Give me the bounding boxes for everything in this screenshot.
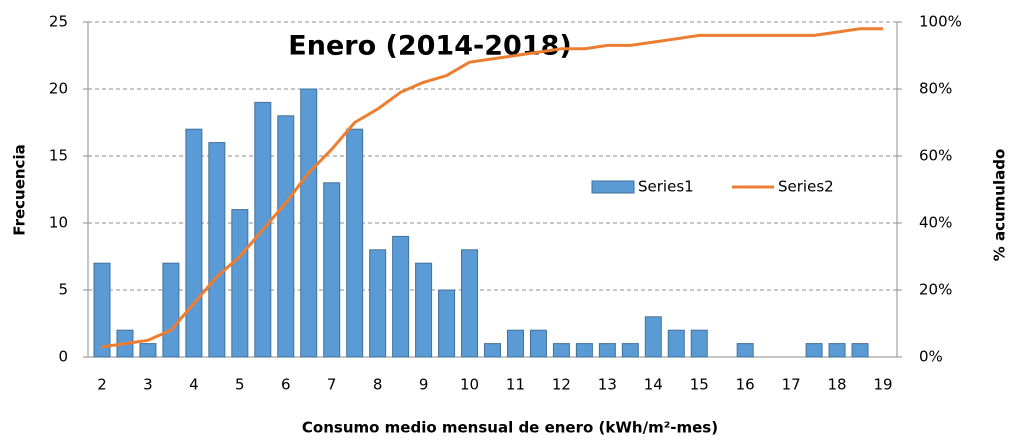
y-tick-label: 10 bbox=[49, 214, 68, 232]
x-tick-label: 8 bbox=[373, 376, 383, 394]
x-tick-label: 12 bbox=[552, 376, 571, 394]
bar bbox=[346, 128, 364, 358]
y-tick-label: 25 bbox=[49, 13, 68, 31]
legend-swatch bbox=[591, 180, 635, 194]
y-tick-label: 0 bbox=[58, 348, 68, 366]
x-tick-label: 9 bbox=[419, 376, 429, 394]
x-tick-label: 18 bbox=[828, 376, 847, 394]
bar bbox=[415, 262, 433, 358]
y2-tick-label: 40% bbox=[919, 214, 952, 232]
x-tick-label: 19 bbox=[873, 376, 892, 394]
bar bbox=[461, 249, 479, 358]
y2-tick-label: 60% bbox=[919, 147, 952, 165]
x-tick-label: 11 bbox=[506, 376, 525, 394]
x-tick-label: 6 bbox=[281, 376, 291, 394]
bar bbox=[644, 316, 662, 358]
y-tick-label: 15 bbox=[49, 147, 68, 165]
bar bbox=[736, 343, 754, 358]
bar bbox=[208, 142, 226, 358]
x-axis-label: Consumo medio mensual de enero (kWh/m²-m… bbox=[302, 419, 718, 437]
y2-tick-label: 80% bbox=[919, 80, 952, 98]
bar bbox=[851, 343, 869, 358]
x-tick-label: 15 bbox=[690, 376, 709, 394]
y-tick-label: 20 bbox=[49, 80, 68, 98]
bar bbox=[231, 209, 249, 358]
x-tick-label: 4 bbox=[189, 376, 199, 394]
bar bbox=[139, 343, 157, 358]
x-tick-label: 13 bbox=[598, 376, 617, 394]
bar bbox=[506, 329, 524, 358]
bar bbox=[621, 343, 639, 358]
y2-tick-label: 20% bbox=[919, 281, 952, 299]
bar bbox=[575, 343, 593, 358]
bar bbox=[529, 329, 547, 358]
line bbox=[101, 27, 883, 349]
y-axis-label: Frecuencia bbox=[11, 144, 29, 235]
y2-tick-label: 0% bbox=[919, 348, 943, 366]
bar bbox=[93, 262, 111, 358]
bar bbox=[277, 115, 295, 358]
bar bbox=[323, 182, 341, 358]
y2-tick-label: 100% bbox=[919, 13, 962, 31]
bar bbox=[369, 249, 387, 358]
bar bbox=[185, 128, 203, 358]
x-tick-label: 7 bbox=[327, 376, 337, 394]
bar bbox=[667, 329, 685, 358]
bar bbox=[690, 329, 708, 358]
bar bbox=[484, 343, 501, 358]
x-tick-label: 16 bbox=[736, 376, 755, 394]
x-tick-label: 2 bbox=[97, 376, 107, 394]
bar bbox=[162, 262, 180, 358]
x-tick-label: 10 bbox=[460, 376, 479, 394]
legend-label: Series1 bbox=[638, 178, 694, 196]
bar bbox=[300, 88, 318, 358]
bar bbox=[552, 343, 570, 358]
bar bbox=[828, 343, 846, 358]
chart-title: Enero (2014-2018) bbox=[288, 31, 571, 62]
bar bbox=[805, 343, 823, 358]
x-tick-label: 5 bbox=[235, 376, 245, 394]
bar bbox=[392, 235, 410, 358]
x-tick-label: 3 bbox=[143, 376, 153, 394]
bar bbox=[438, 289, 456, 358]
legend-label: Series2 bbox=[778, 178, 834, 196]
x-tick-label: 14 bbox=[644, 376, 663, 394]
y-tick-label: 5 bbox=[58, 281, 68, 299]
bar bbox=[598, 343, 616, 358]
y2-axis-label: % acumulado bbox=[991, 149, 1009, 262]
x-tick-label: 17 bbox=[782, 376, 801, 394]
